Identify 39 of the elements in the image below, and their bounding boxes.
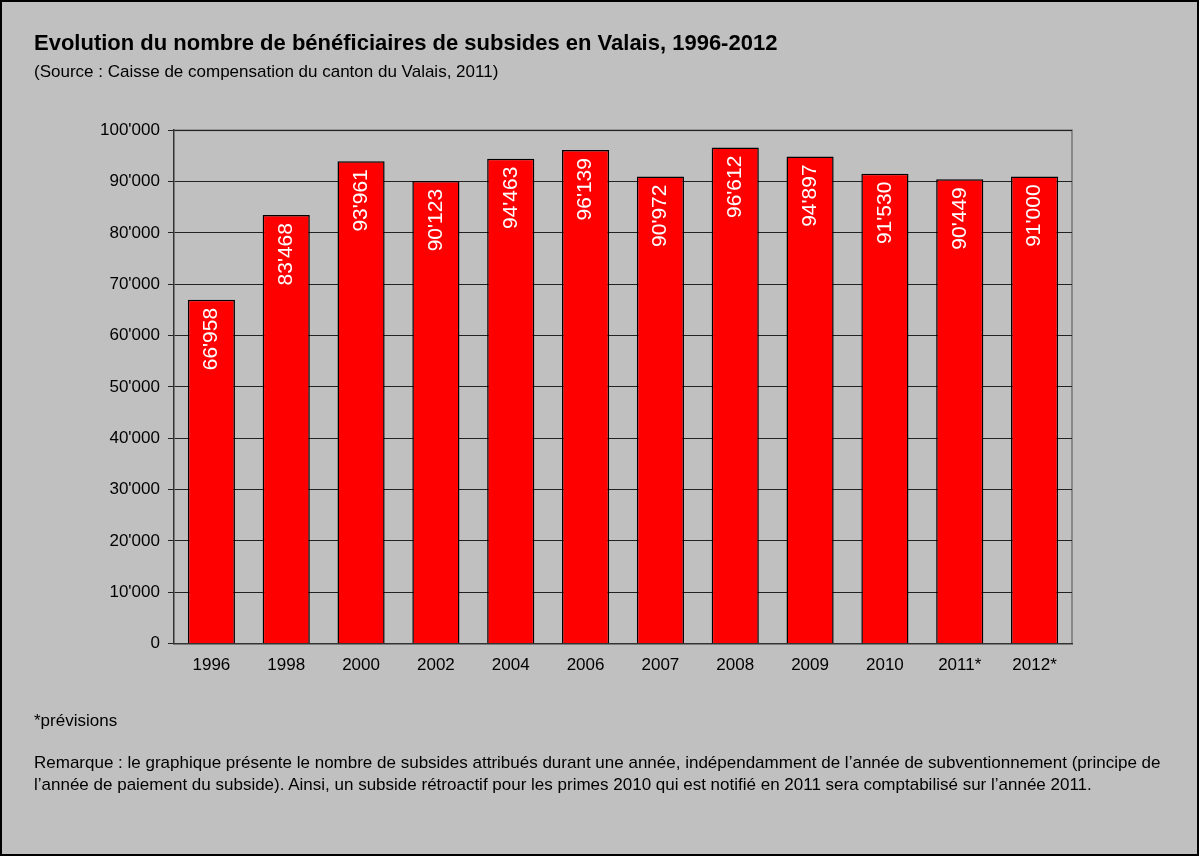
x-tick-label: 2000	[342, 655, 380, 675]
x-tick-label: 2011*	[938, 655, 982, 675]
data-label: 83'468	[273, 223, 297, 286]
x-tick-label: 2007	[641, 655, 680, 675]
y-tick-label: 40'000	[109, 427, 160, 447]
text: Remarque : le graphique présente le nombre de subsides attribués durant une année, indépendamment de l’année de subventionnement (principe de l’année de paiement du subside). Ainsi, un subside rétroactif pour les primes 2010 qui est notifié en 2011 sera comptabilisé sur l’année 2011.	[34, 752, 1162, 796]
data-label: 66'958	[198, 307, 222, 371]
x-tick-label: 2008	[716, 655, 755, 675]
y-tick-label: 100'000	[99, 119, 160, 139]
x-tick-label: 2012*	[1012, 655, 1058, 675]
x-tick-label: 1996	[192, 655, 231, 675]
data-label: 93'961	[347, 169, 371, 232]
y-tick-label: 10'000	[109, 581, 160, 601]
x-tick-label: 2010	[866, 655, 904, 675]
text: *prévisions	[34, 710, 119, 732]
chart-title: Evolution du nombre de bénéficiaires de subsides en Valais, 1996-2012	[34, 30, 778, 56]
data-label: 94'897	[796, 164, 820, 227]
y-tick-label: 70'000	[109, 273, 160, 293]
data-label: 91'530	[871, 181, 895, 245]
y-tick-label: 80'000	[109, 222, 160, 242]
y-tick-label: 50'000	[109, 376, 160, 396]
x-tick-label: 2002	[416, 655, 455, 675]
data-label: 90'123	[422, 188, 446, 252]
data-label: 94'463	[497, 166, 521, 230]
data-label: 96'139	[572, 158, 596, 221]
y-tick-label: 20'000	[109, 530, 160, 550]
x-tick-label: 1998	[267, 655, 306, 675]
chart-subtitle: (Source : Caisse de compensation du canton du Valais, 2011)	[34, 62, 499, 82]
data-label: 96'612	[722, 155, 746, 218]
x-tick-label: 2006	[566, 655, 605, 675]
x-tick-label: 2004	[491, 655, 530, 675]
data-label: 90'449	[946, 187, 970, 250]
y-tick-label: 60'000	[109, 325, 160, 345]
y-tick-label: 30'000	[109, 479, 160, 499]
y-tick-label: 0	[150, 633, 160, 653]
y-tick-label: 90'000	[109, 171, 160, 191]
x-tick-label: 2009	[791, 655, 829, 675]
data-label: 90'972	[647, 184, 671, 247]
data-label: 91'000	[1021, 184, 1045, 247]
